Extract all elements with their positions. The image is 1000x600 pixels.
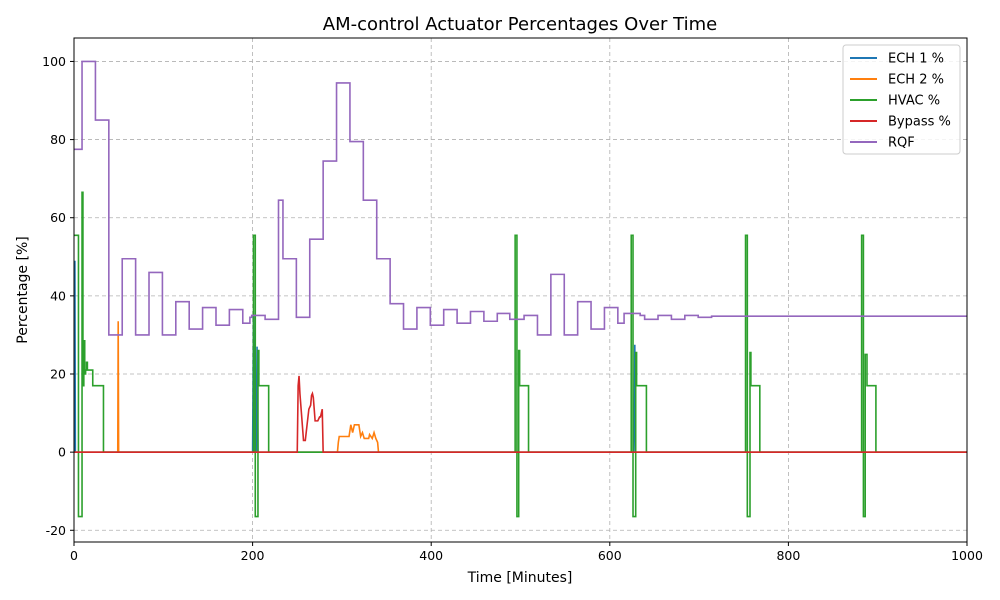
x-tick-label: 200 [241, 548, 265, 563]
y-tick-label: 40 [50, 288, 66, 303]
x-tick-label: 1000 [951, 548, 983, 563]
chart-title: AM-control Actuator Percentages Over Tim… [323, 14, 717, 35]
grid [74, 38, 967, 542]
x-tick-label: 600 [598, 548, 622, 563]
series-line-ech-1 [74, 260, 967, 453]
x-tick-label: 800 [776, 548, 800, 563]
legend-items: ECH 1 % ECH 2 % HVAC % Bypass % RQF [850, 52, 951, 151]
y-tick-label: 20 [50, 367, 66, 382]
legend-label-ech-2: ECH 2 % [888, 73, 944, 88]
series-line-rqf [74, 60, 967, 336]
legend-label-ech-1: ECH 1 % [888, 52, 944, 67]
series-line-bypass [74, 375, 967, 453]
y-tick-label: 80 [50, 132, 66, 147]
y-tick-label: 0 [58, 445, 66, 460]
x-axis-label: Time [Minutes] [467, 570, 573, 586]
y-tick-label: 100 [42, 54, 66, 69]
y-tick-label: 60 [50, 210, 66, 225]
axis-ticks: 0 200 400 600 800 1000 -20 0 20 40 60 80 100 [42, 54, 983, 563]
legend-frame [842, 44, 961, 155]
legend: ECH 1 % ECH 2 % HVAC % Bypass % RQF [842, 44, 961, 155]
plot-frame [73, 37, 968, 543]
y-tick-label: -20 [46, 523, 66, 538]
x-tick-label: 0 [70, 548, 78, 563]
series-layer [74, 60, 967, 518]
series-line-ech-2 [74, 321, 967, 453]
legend-label-rqf: RQF [888, 136, 915, 151]
series-line-hvac [74, 191, 967, 518]
x-tick-label: 400 [419, 548, 443, 563]
y-axis-label: Percentage [%] [15, 236, 31, 343]
legend-label-bypass: Bypass % [888, 115, 951, 130]
legend-label-hvac: HVAC % [888, 94, 940, 109]
